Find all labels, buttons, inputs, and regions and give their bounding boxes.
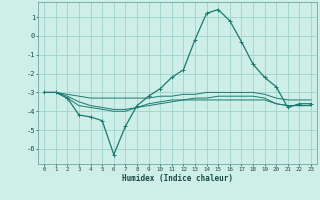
X-axis label: Humidex (Indice chaleur): Humidex (Indice chaleur) bbox=[122, 174, 233, 183]
